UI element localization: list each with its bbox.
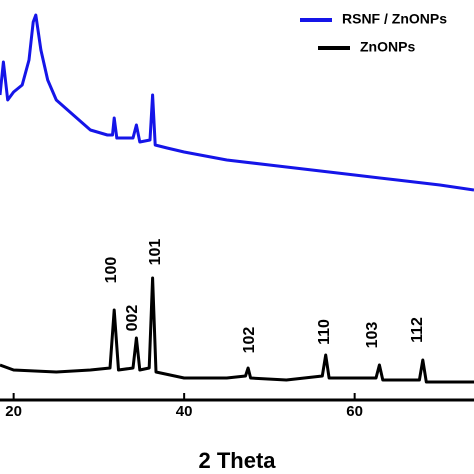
peak-label: 102 [241, 327, 258, 354]
peak-label: 100 [103, 257, 120, 284]
series-line [0, 276, 474, 384]
peak-label: 103 [364, 322, 381, 349]
peak-label: 110 [316, 319, 333, 345]
x-tick-label: 40 [176, 403, 193, 420]
legend-label: ZnONPs [360, 39, 415, 55]
peak-label: 112 [409, 317, 426, 343]
peak-label: 002 [124, 305, 141, 332]
legend-label: RSNF / ZnONPs [342, 11, 447, 27]
x-axis-title: 2 Theta [198, 448, 276, 473]
x-tick-label: 60 [346, 403, 363, 420]
peak-label: 101 [147, 239, 164, 266]
x-tick-label: 20 [5, 403, 22, 420]
series-line [0, 13, 474, 192]
